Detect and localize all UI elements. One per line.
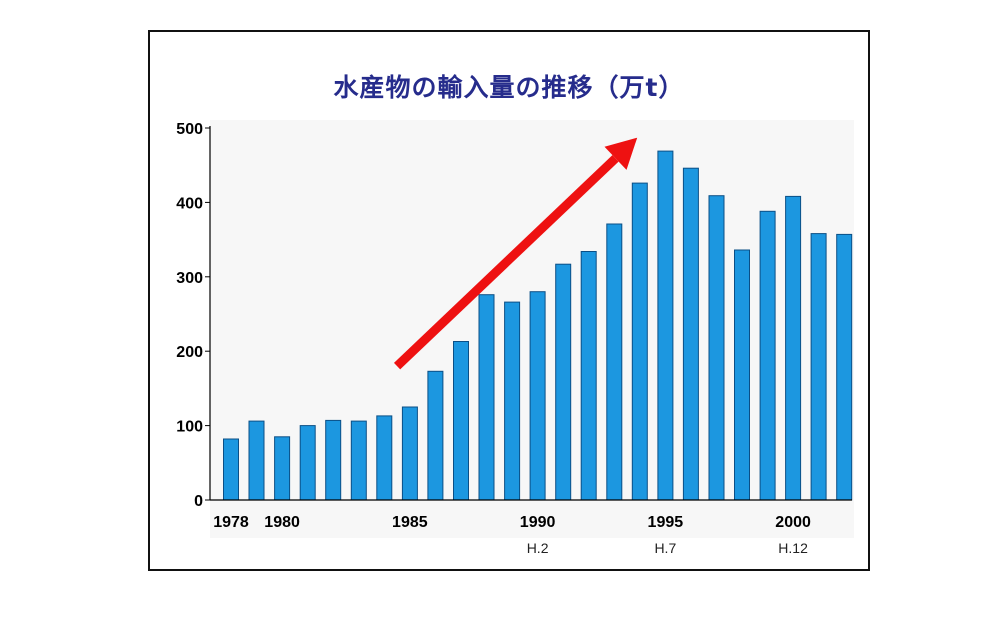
- bar-1978: [223, 438, 239, 501]
- bar-1981: [299, 425, 316, 501]
- bar-1987: [453, 341, 469, 501]
- x-tick-label-2000: 2000: [775, 514, 811, 531]
- x-tick-label-1985: 1985: [392, 514, 428, 531]
- bar-1994: [631, 182, 648, 501]
- y-tick-label-0: 0: [194, 493, 203, 510]
- bar-1999: [759, 210, 776, 501]
- bar-1985: [401, 406, 418, 501]
- bar-1984: [376, 415, 393, 501]
- y-tick-label-200: 200: [176, 344, 203, 361]
- bar-1983: [350, 420, 367, 501]
- x-tick-label-1980: 1980: [264, 514, 300, 531]
- bar-1997: [708, 195, 725, 501]
- bar-1988: [478, 294, 495, 501]
- bar-1990: [529, 291, 546, 501]
- trend-arrow-head: [604, 137, 638, 170]
- bar-1995: [657, 150, 674, 501]
- x-tick-label-1978: 1978: [213, 514, 249, 531]
- era-label-H2: H.2: [527, 540, 549, 556]
- y-tick-label-100: 100: [176, 419, 203, 436]
- bar-1993: [606, 223, 623, 501]
- bar-1979: [248, 420, 265, 501]
- bar-1986: [427, 370, 444, 501]
- trend-arrow-shaft: [393, 155, 619, 370]
- bar-2001: [810, 233, 827, 501]
- bar-2000: [785, 195, 802, 501]
- y-tick-label-400: 400: [176, 195, 203, 212]
- bar-1982: [325, 419, 342, 501]
- era-label-H12: H.12: [778, 540, 808, 556]
- x-tick-label-1995: 1995: [648, 514, 684, 531]
- y-tick-label-300: 300: [176, 270, 203, 287]
- bar-chart: 0 100 200 300 400 500 1978 1980 1985 1990 1995 2000…: [176, 120, 854, 556]
- bar-1980: [274, 436, 291, 501]
- y-tick-label-500: 500: [176, 121, 203, 138]
- bar-2002: [836, 233, 853, 501]
- era-label-H7: H.7: [654, 540, 676, 556]
- chart-title: 水産物の輸入量の推移（万t）: [333, 73, 685, 102]
- bar-1996: [682, 167, 699, 501]
- bar-1992: [580, 251, 597, 501]
- bar-1989: [504, 301, 521, 501]
- bar-1998: [734, 249, 750, 501]
- x-tick-label-1990: 1990: [520, 514, 556, 531]
- bar-1991: [555, 263, 572, 501]
